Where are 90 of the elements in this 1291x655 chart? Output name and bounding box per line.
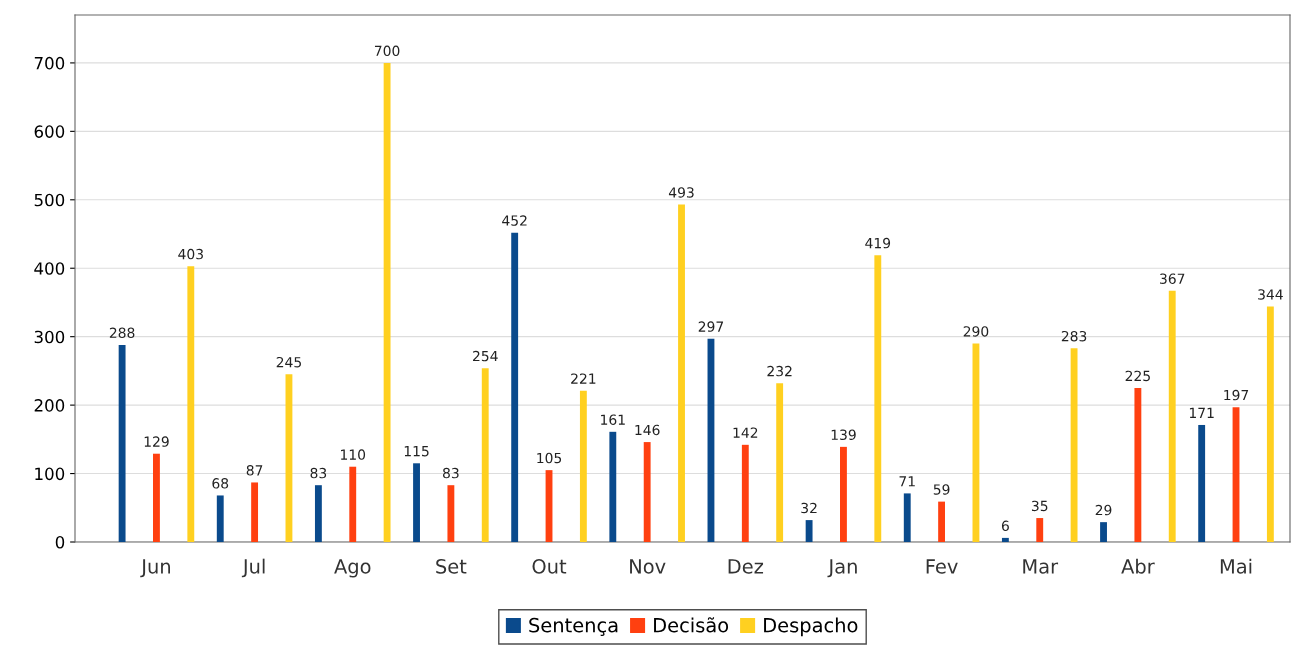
- x-tick-label: Ago: [334, 559, 371, 578]
- x-tick-label: Jul: [241, 558, 265, 578]
- data-label: 700: [374, 45, 400, 57]
- bar: [447, 485, 455, 542]
- data-label: 29: [1095, 504, 1112, 516]
- y-tick-label: 0: [55, 535, 65, 549]
- bar: [1070, 348, 1078, 542]
- x-tick-label: Mai: [1220, 558, 1252, 574]
- bar: [805, 520, 813, 542]
- data-label: 493: [668, 187, 694, 198]
- data-label: 367: [1160, 273, 1185, 284]
- data-label: 221: [571, 373, 596, 384]
- data-label: 245: [276, 356, 301, 368]
- bar: [187, 266, 195, 542]
- data-label: 225: [1125, 370, 1150, 382]
- data-label: 288: [109, 327, 135, 339]
- bar: [609, 431, 617, 542]
- data-label: 83: [442, 467, 459, 479]
- bar: [1134, 388, 1142, 542]
- x-tick-label: Jun: [140, 559, 170, 578]
- bar: [383, 62, 391, 542]
- bar: [741, 444, 749, 542]
- bar: [251, 482, 259, 542]
- y-tick-label: 400: [34, 262, 65, 275]
- data-label: 110: [341, 449, 366, 460]
- data-label: 6: [1001, 520, 1009, 532]
- data-label: 297: [698, 321, 724, 332]
- data-label: 35: [1031, 500, 1048, 512]
- x-tick-label: Set: [436, 559, 467, 574]
- y-tick-label: 700: [34, 56, 65, 70]
- data-label: 283: [1061, 330, 1087, 342]
- data-label: 115: [404, 446, 429, 457]
- bar: [938, 501, 946, 542]
- x-tick-label: Jan: [827, 559, 857, 578]
- bar: [314, 485, 322, 542]
- bar: [643, 442, 651, 542]
- bar: [678, 204, 685, 542]
- bar: [903, 493, 911, 542]
- y-tick-label: 300: [34, 330, 65, 344]
- bar: [874, 255, 882, 542]
- x-tick-label: Dez: [728, 559, 764, 574]
- data-label: 142: [733, 427, 758, 438]
- bar: [1168, 290, 1176, 542]
- x-tick-label: Mar: [1023, 559, 1059, 574]
- bar: [1036, 518, 1044, 542]
- bar: [481, 368, 489, 542]
- bar: [1198, 424, 1206, 542]
- data-label: 197: [1224, 389, 1249, 401]
- data-label: 254: [473, 350, 498, 362]
- x-tick-label: Out: [532, 559, 567, 574]
- bar: [1266, 306, 1274, 542]
- data-label: 290: [963, 326, 989, 337]
- data-label: 452: [502, 215, 527, 226]
- data-label: 139: [831, 429, 856, 441]
- bar: [1100, 522, 1107, 542]
- bar: [1001, 537, 1009, 542]
- y-tick-label: 100: [35, 467, 65, 481]
- data-label: 403: [178, 248, 203, 260]
- data-label: 59: [933, 484, 950, 495]
- x-tick-label: Nov: [630, 559, 666, 574]
- data-label: 105: [537, 452, 562, 464]
- y-tick-label: 500: [34, 193, 65, 207]
- bar: [153, 453, 160, 542]
- bar: [413, 463, 420, 542]
- legend-label: Despacho: [764, 617, 858, 637]
- bar: [840, 446, 847, 542]
- data-label: 232: [767, 365, 792, 377]
- data-label: 71: [899, 476, 915, 487]
- bar: [349, 466, 357, 542]
- bar: [579, 390, 587, 542]
- data-label: 87: [246, 465, 263, 476]
- data-label: 161: [601, 414, 625, 425]
- data-label: 68: [212, 478, 229, 489]
- data-label: 419: [865, 237, 891, 249]
- bar: [776, 383, 784, 542]
- data-label: 32: [801, 502, 817, 514]
- bar: [511, 232, 519, 542]
- data-label: 146: [635, 424, 660, 436]
- data-label: 344: [1258, 289, 1283, 300]
- bar: [216, 495, 224, 542]
- x-tick-label: Fev: [926, 559, 958, 574]
- data-label: 83: [310, 467, 327, 479]
- y-tick-label: 200: [34, 399, 65, 412]
- data-label: 171: [1189, 407, 1214, 418]
- bar: [118, 344, 126, 542]
- data-label: 129: [144, 436, 169, 447]
- legend-label: Decisão: [654, 617, 729, 633]
- y-tick-label: 600: [34, 125, 65, 138]
- legend-label: Sentença: [529, 617, 618, 636]
- x-tick-label: Abr: [1121, 558, 1155, 574]
